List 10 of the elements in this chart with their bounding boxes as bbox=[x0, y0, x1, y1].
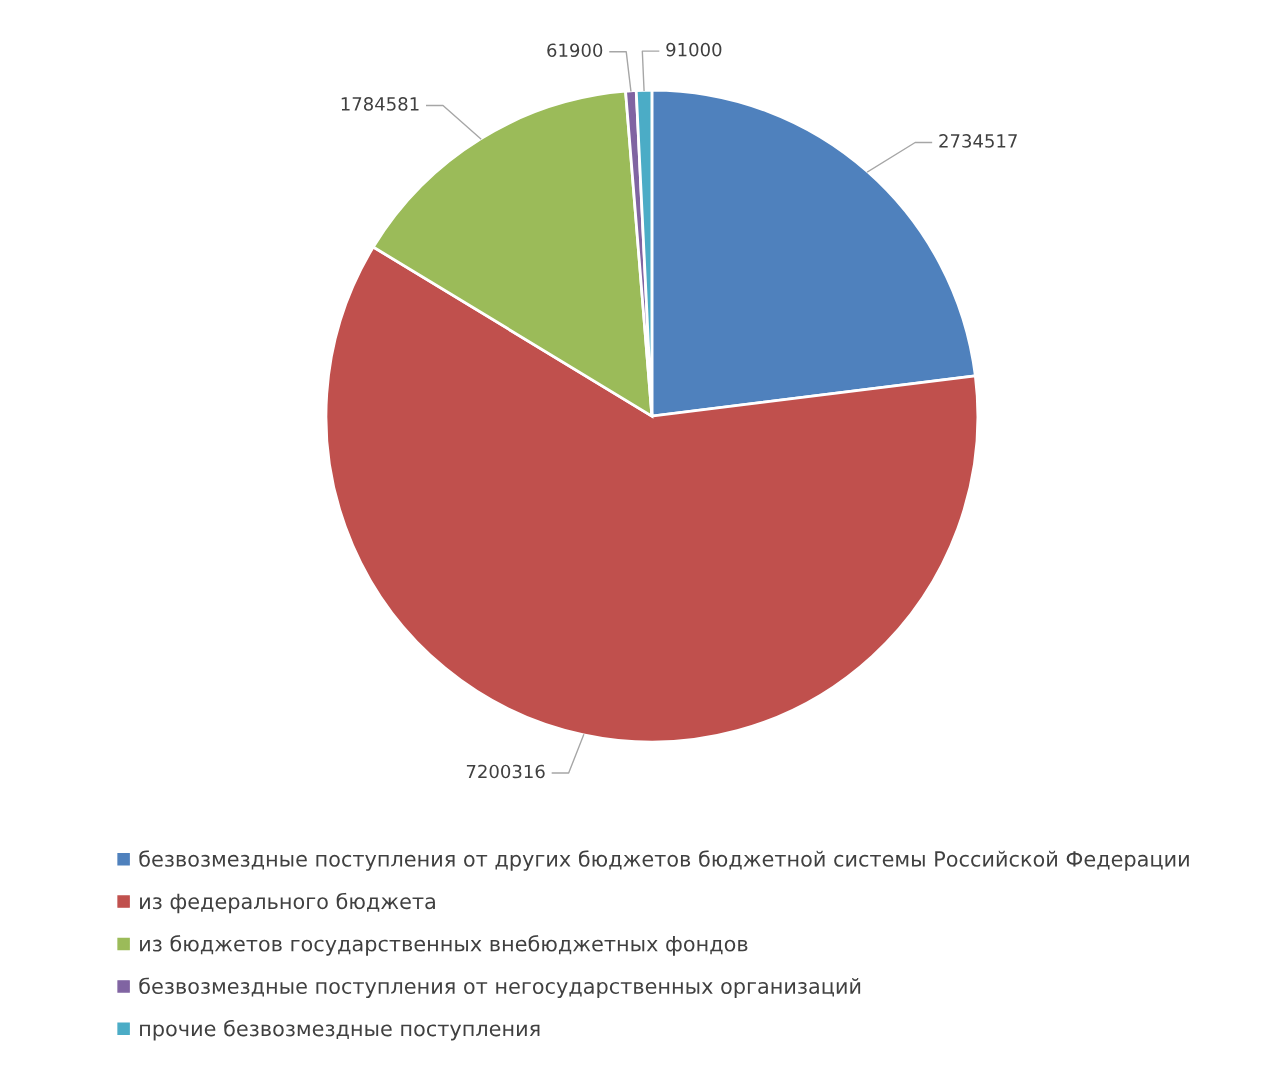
legend-label: безвозмездные поступления от других бюджетов бюджетной системы Российской Федерации bbox=[139, 850, 1189, 871]
legend-label: из бюджетов государственных внебюджетных фондов bbox=[140, 935, 748, 956]
legend-label: безвозмездные поступления от негосударственных организаций bbox=[139, 977, 861, 999]
data-label: 2734517 bbox=[939, 134, 1017, 148]
legend-label: прочие безвозмездные поступления bbox=[140, 1019, 540, 1041]
data-label: 1784581 bbox=[341, 97, 419, 111]
legend-label: из федерального бюджета bbox=[140, 892, 435, 914]
data-label: 61900 bbox=[547, 43, 603, 58]
data-label: 7200316 bbox=[466, 764, 545, 779]
data-label: 91000 bbox=[666, 42, 722, 57]
